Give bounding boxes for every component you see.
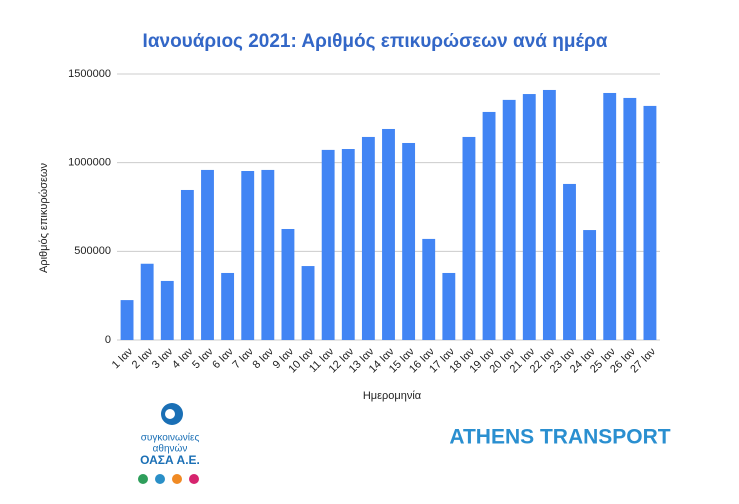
- logo-text: συγκοινωνίες: [141, 432, 200, 444]
- y-axis-label: Αριθμός επικυρώσεων: [38, 162, 50, 273]
- x-tick-label: 1 Ιαν: [110, 345, 136, 371]
- bar: [563, 183, 576, 340]
- x-tick-label: 7 Ιαν: [230, 345, 256, 371]
- bar: [502, 99, 516, 341]
- bar: [261, 169, 275, 340]
- bar: [201, 169, 214, 340]
- bar: [583, 230, 597, 340]
- bar: [382, 128, 395, 340]
- bar: [422, 238, 436, 340]
- y-tick-label: 500000: [74, 245, 111, 257]
- x-tick-label: 5 Ιαν: [190, 345, 216, 371]
- mode-icon: [155, 474, 165, 484]
- mode-icon: [189, 474, 199, 484]
- bar: [643, 105, 657, 340]
- brand: ATHENS TRANSPORT: [449, 426, 670, 449]
- logo-icon-inner: [165, 409, 175, 419]
- y-tick-label: 0: [105, 334, 111, 346]
- logo-text: ΟΑΣΑ Α.Ε.: [140, 453, 200, 467]
- bar: [281, 228, 295, 340]
- bar: [542, 89, 556, 341]
- bar: [180, 189, 194, 340]
- x-axis-label: Ημερομηνία: [363, 390, 422, 402]
- bar: [623, 97, 637, 340]
- mode-icon: [172, 474, 182, 484]
- logo-icon-stem: [175, 408, 179, 422]
- bar: [321, 149, 335, 340]
- x-tick-label: 3 Ιαν: [150, 345, 176, 371]
- logo: συγκοινωνίες αθηνών ΟΑΣΑ Α.Ε. ATHENS TRA…: [138, 403, 671, 484]
- logo-text: αθηνών: [153, 443, 188, 455]
- bar: [442, 272, 456, 340]
- bar: [361, 136, 375, 340]
- bar: [462, 136, 476, 340]
- bar: [301, 266, 315, 340]
- bar: [402, 142, 416, 340]
- mode-icon: [138, 474, 148, 484]
- bar: [140, 263, 154, 340]
- bar: [522, 94, 536, 340]
- y-tick-label: 1000000: [68, 157, 111, 169]
- bar: [241, 171, 255, 340]
- bar: [341, 149, 355, 340]
- chart-title: Ιανουάριος 2021: Αριθμός επικυρώσεων ανά…: [143, 31, 608, 52]
- bar: [221, 272, 235, 340]
- x-tick-label: 2 Ιαν: [130, 345, 156, 371]
- bar: [160, 280, 174, 340]
- x-tick-label: 6 Ιαν: [210, 345, 236, 371]
- x-tick-label: 8 Ιαν: [250, 345, 276, 371]
- bar: [120, 300, 134, 340]
- x-tick-label: 4 Ιαν: [170, 345, 196, 371]
- bar: [482, 111, 496, 340]
- bar: [603, 92, 617, 340]
- y-tick-label: 1500000: [68, 68, 111, 80]
